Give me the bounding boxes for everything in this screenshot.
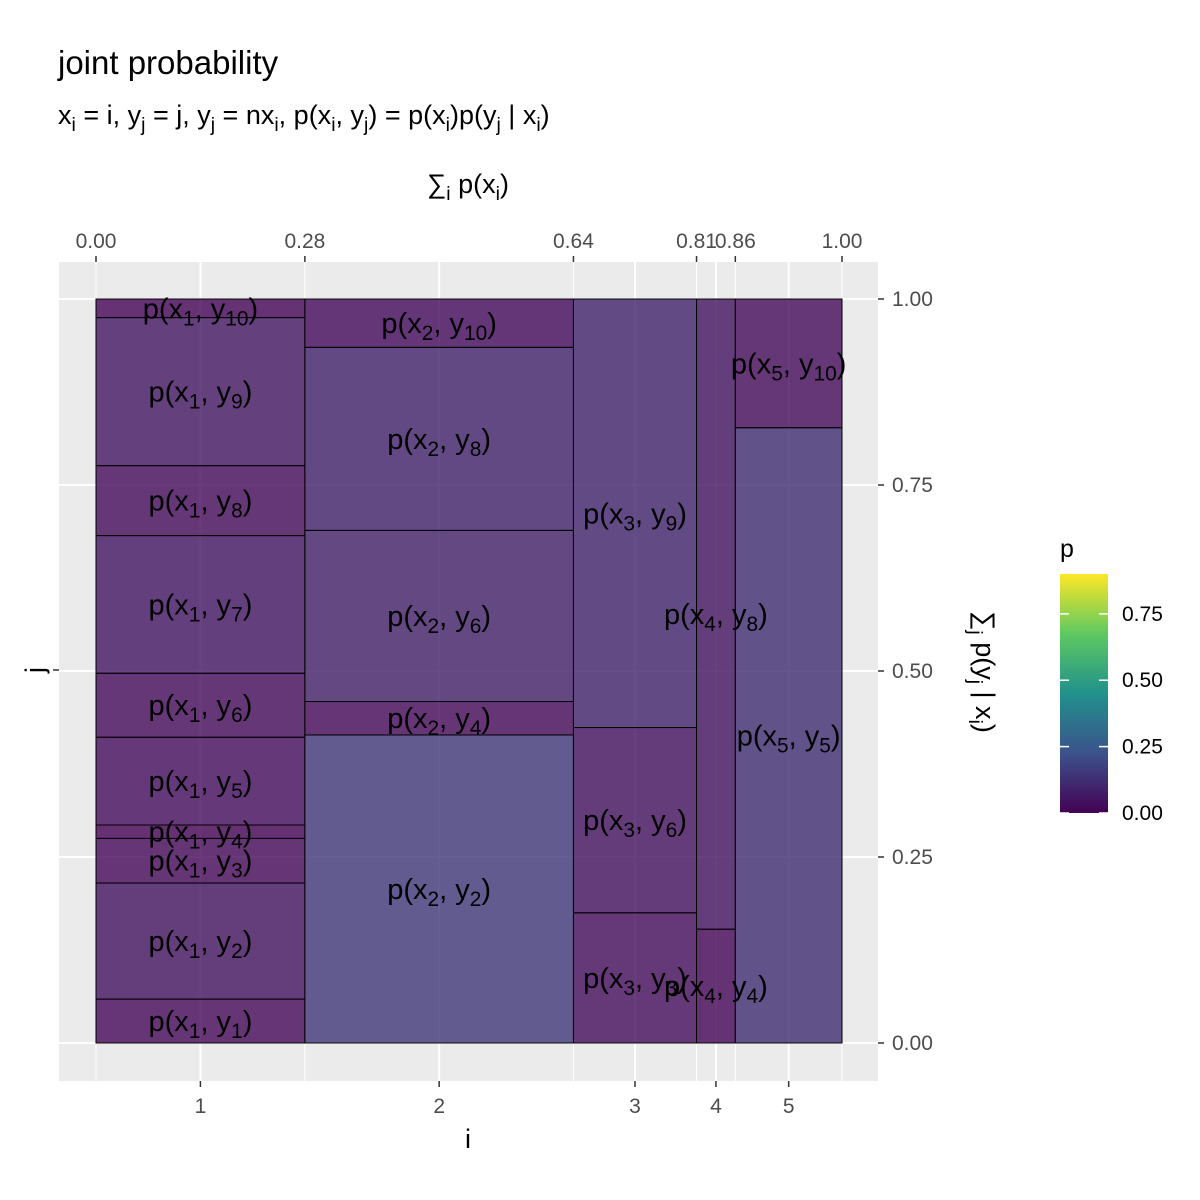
- cell-label-x4-y8: p(x4, y8): [664, 599, 768, 636]
- mosaic-cell-x2-y10: [304, 298, 574, 348]
- top-tick-label: 0.81: [676, 230, 717, 253]
- x-tick-label: 4: [710, 1095, 722, 1118]
- mosaic-cell-x4-y4: [696, 928, 736, 1044]
- mosaic-cell-x2-y2: [304, 734, 574, 1044]
- x-tick-label: 3: [629, 1095, 641, 1118]
- right-tick-label: 0.75: [892, 474, 933, 497]
- top-axis: 0.00 0.28 0.64 0.810.86 1.00: [76, 230, 863, 262]
- cell-label-x1-y6: p(x1, y6): [149, 690, 253, 727]
- right-tick-label: 0.00: [892, 1032, 933, 1055]
- cell-label-x1-y9: p(x1, y9): [149, 377, 253, 414]
- mosaic-cell-x5-y10: [734, 298, 843, 429]
- right-axis: 0.00 0.25 0.50 0.75 1.00: [53, 288, 933, 1055]
- color-legend: p 0.00 0.25 0.50 0.75: [1060, 535, 1163, 825]
- chart-subtitle: xi​ = i, yj​ = j, yj​ = nxi​, p(xi​, yj​…: [58, 100, 550, 136]
- mosaic-cell-x1-y3: [95, 837, 306, 884]
- mosaic-cell-x5-y5: [734, 427, 843, 1044]
- colorbar: [1060, 574, 1108, 813]
- x-tick-label: 2: [433, 1095, 445, 1118]
- top-tick-label: 1.00: [822, 230, 863, 253]
- mosaic-cell-x1-y2: [95, 882, 306, 1000]
- top-tick-label: 0.64: [553, 230, 594, 253]
- legend-tick-label: 0.00: [1122, 802, 1163, 825]
- x-axis-title: i: [465, 1124, 471, 1154]
- legend-title: p: [1060, 535, 1074, 563]
- top-tick-label: 0.28: [284, 230, 325, 253]
- top-axis-title: ∑i​ p(xi​): [427, 169, 509, 205]
- mosaic-cell-x3-y3: [572, 912, 698, 1044]
- right-axis-title: ∑j​ p(yj​ | xi​): [964, 611, 1000, 733]
- x-tick-label: 1: [195, 1095, 207, 1118]
- legend-tick-label: 0.50: [1122, 669, 1163, 692]
- mosaic-cell-x2-y8: [304, 346, 574, 531]
- mosaic-cell-x1-y8: [95, 465, 306, 537]
- cell-label-x2-y2: p(x2, y2): [387, 874, 491, 911]
- legend-tick-label: 0.75: [1122, 603, 1163, 626]
- mosaic-cell-x2-y6: [304, 529, 574, 703]
- cell-label-x3-y9: p(x3, y9): [583, 498, 687, 535]
- cell-label-x4-y4: p(x4, y4): [664, 971, 768, 1008]
- right-tick-label: 0.25: [892, 846, 933, 869]
- chart-title: joint probability: [57, 44, 279, 81]
- mosaic-cells: [95, 298, 843, 1044]
- x-tick-label: 5: [783, 1095, 795, 1118]
- top-tick-label: 0.00: [76, 230, 117, 253]
- bottom-axis: 1 2 3 4 5: [195, 1081, 795, 1118]
- legend-tick-label: 0.25: [1122, 736, 1163, 759]
- right-tick-label: 1.00: [892, 288, 933, 311]
- mosaic-cell-x3-y9: [572, 298, 698, 729]
- mosaic-cell-x3-y6: [572, 727, 698, 914]
- mosaic-cell-x1-y6: [95, 672, 306, 738]
- mosaic-cell-x2-y4: [304, 701, 574, 736]
- y-axis-title: j: [20, 667, 50, 674]
- mosaic-cell-x4-y8: [696, 298, 736, 930]
- top-tick-label: 0.86: [715, 230, 756, 253]
- right-tick-label: 0.50: [892, 660, 933, 683]
- mosaic-cell-x1-y7: [95, 535, 306, 674]
- cell-label-x1-y10: p(x1, y10): [143, 293, 258, 330]
- mosaic-cell-x1-y9: [95, 317, 306, 467]
